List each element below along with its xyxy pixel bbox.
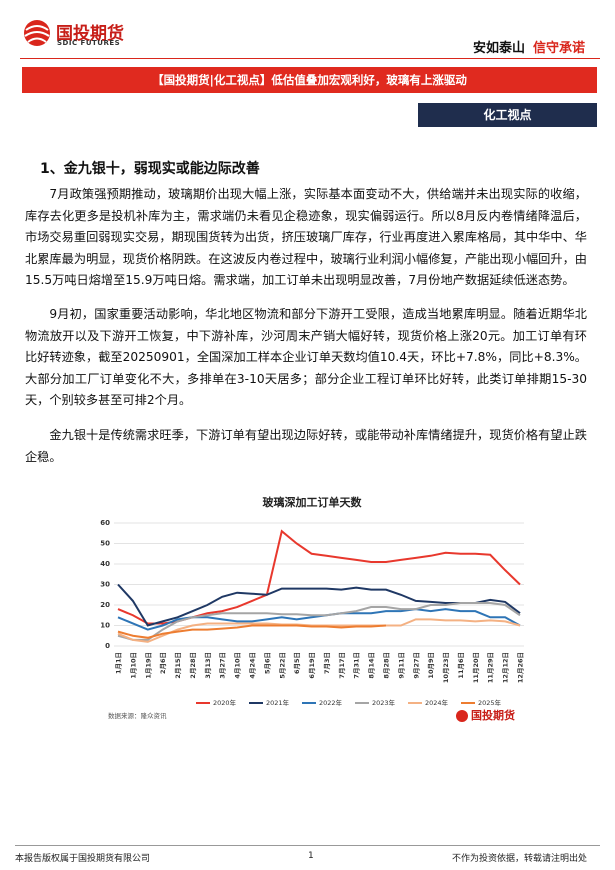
x-tick-label: 6月5日 — [293, 652, 301, 674]
slogan: 信守承诺 — [533, 41, 586, 56]
source-note: 数据来源：隆众资讯 — [108, 711, 167, 720]
y-tick-label: 30 — [100, 581, 110, 589]
x-tick-label: 10月23日 — [442, 652, 450, 683]
y-tick-label: 50 — [100, 540, 110, 548]
series-line — [117, 601, 521, 641]
legend-label: 2021年 — [266, 698, 290, 707]
legend-label: 2024年 — [425, 698, 449, 707]
legend-label: 2023年 — [372, 698, 396, 707]
chart-logo-icon — [456, 710, 468, 722]
section-heading: 1、金九银十，弱现实或能边际改善 — [40, 161, 260, 177]
banner: 【国投期货|化工视点】低估值叠加宏观利好，玻璃有上涨驱动 — [22, 67, 597, 93]
x-tick-label: 10月9日 — [427, 652, 435, 679]
paragraph: 9月初，国家重要活动影响，华北地区物流和部分下游开工受限，造成当地累库明显。随着… — [25, 307, 587, 408]
x-tick-label: 1月19日 — [144, 652, 152, 679]
x-tick-label: 3月27日 — [219, 652, 227, 679]
paragraph: 7月政策强预期推动，玻璃期价出现大幅上涨，实际基本面变动不大，供给端并未出现实际… — [25, 187, 587, 288]
x-tick-label: 11月6日 — [457, 652, 465, 679]
x-tick-label: 7月3日 — [323, 652, 331, 674]
series-line — [117, 529, 521, 625]
x-tick-label: 2月28日 — [189, 652, 197, 679]
slogan: 安如泰山 — [473, 41, 526, 56]
paragraph: 金九银十是传统需求旺季，下游订单有望出现边际好转，或能带动补库情绪提升，现货价格… — [25, 428, 587, 464]
x-tick-label: 3月13日 — [204, 652, 212, 679]
x-tick-label: 12月26日 — [517, 652, 525, 683]
footer-left: 本报告版权属于国投期货有限公司 — [15, 854, 151, 864]
x-tick-label: 5月6日 — [263, 652, 271, 674]
header-rule — [20, 58, 600, 59]
legend-label: 2022年 — [319, 698, 343, 707]
x-tick-label: 9月11日 — [397, 652, 405, 679]
legend-label: 2020年 — [213, 698, 237, 707]
series-line — [117, 583, 521, 627]
footer-right: 不作为投资依据，转载请注明出处 — [452, 854, 588, 864]
x-tick-label: 8月14日 — [368, 652, 376, 679]
x-tick-label: 11月29日 — [487, 652, 495, 683]
y-tick-label: 60 — [100, 519, 110, 527]
x-tick-label: 11月20日 — [472, 652, 480, 683]
legend-label: 2025年 — [478, 698, 502, 707]
y-tick-label: 0 — [105, 642, 110, 650]
y-tick-label: 10 — [100, 622, 110, 630]
y-tick-label: 20 — [100, 601, 110, 609]
chart-logo: 国投期货 — [471, 708, 515, 722]
tag: 化工视点 — [418, 103, 597, 127]
logo-en: SDIC FUTURES — [57, 39, 121, 47]
logo-icon — [24, 20, 50, 46]
chart-title: 玻璃深加工订单天数 — [263, 495, 363, 509]
x-tick-label: 9月27日 — [412, 652, 420, 679]
page-number: 1 — [308, 851, 314, 861]
x-tick-label: 5月22日 — [278, 652, 286, 679]
x-tick-label: 1月1日 — [115, 652, 123, 674]
x-tick-label: 2月6日 — [159, 652, 167, 674]
series-line — [117, 618, 521, 643]
chart: 玻璃深加工订单天数 0 10 20 30 40 50 60 1月1日 1月10日 1月19日 2月6… — [100, 495, 525, 722]
series-line — [117, 624, 387, 639]
x-tick-label: 6月19日 — [308, 652, 316, 679]
x-tick-label: 7月17日 — [338, 652, 346, 679]
x-tick-label: 2月15日 — [174, 652, 182, 679]
x-tick-label: 4月24日 — [249, 652, 257, 679]
x-tick-label: 12月12日 — [502, 652, 510, 683]
x-tick-label: 8月28日 — [383, 652, 391, 679]
footer-rule — [15, 845, 600, 846]
x-tick-label: 4月10日 — [234, 652, 242, 679]
x-tick-label: 1月10日 — [129, 652, 137, 679]
logo-cn: 国投期货 — [56, 24, 124, 44]
y-tick-label: 40 — [100, 560, 110, 568]
x-tick-label: 7月31日 — [353, 652, 361, 679]
